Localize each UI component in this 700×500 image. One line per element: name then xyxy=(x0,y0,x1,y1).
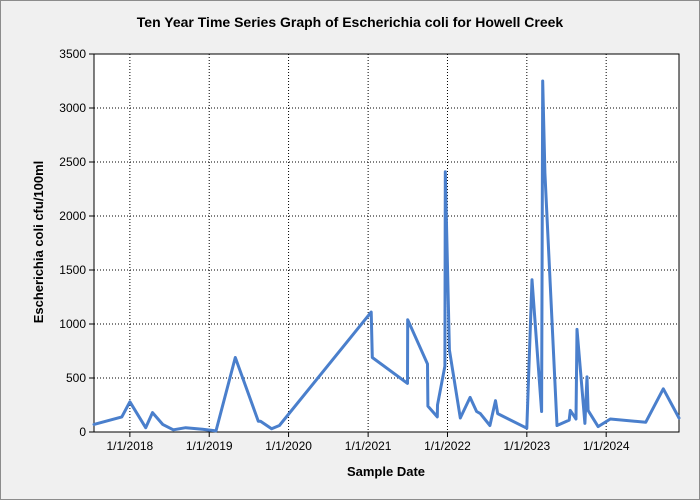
y-tick-label: 3500 xyxy=(59,47,86,61)
y-axis: 0 500 1000 1500 2000 2500 3000 3500 xyxy=(59,47,94,439)
x-tick-label: 1/1/2018 xyxy=(107,439,154,453)
y-tick-label: 1500 xyxy=(59,263,86,277)
x-axis: 1/1/2018 1/1/2019 1/1/2020 1/1/2021 1/1/2022… xyxy=(107,432,630,453)
y-tick-label: 0 xyxy=(79,425,86,439)
y-tick-label: 2000 xyxy=(59,209,86,223)
x-tick-label: 1/1/2024 xyxy=(583,439,630,453)
y-tick-label: 1000 xyxy=(59,317,86,331)
x-tick-label: 1/1/2019 xyxy=(186,439,233,453)
chart-title: Ten Year Time Series Graph of Escherichi… xyxy=(137,14,564,30)
x-axis-label: Sample Date xyxy=(347,464,425,479)
y-tick-label: 500 xyxy=(66,371,86,385)
y-tick-label: 3000 xyxy=(59,101,86,115)
x-tick-label: 1/1/2022 xyxy=(424,439,471,453)
plot-area xyxy=(93,53,680,433)
ecoli-series-line xyxy=(92,79,681,433)
y-axis-label: Escherichia coli cfu/100ml xyxy=(31,161,46,324)
x-tick-label: 1/1/2020 xyxy=(265,439,312,453)
x-tick-label: 1/1/2021 xyxy=(345,439,392,453)
y-tick-label: 2500 xyxy=(59,155,86,169)
x-tick-label: 1/1/2023 xyxy=(503,439,550,453)
